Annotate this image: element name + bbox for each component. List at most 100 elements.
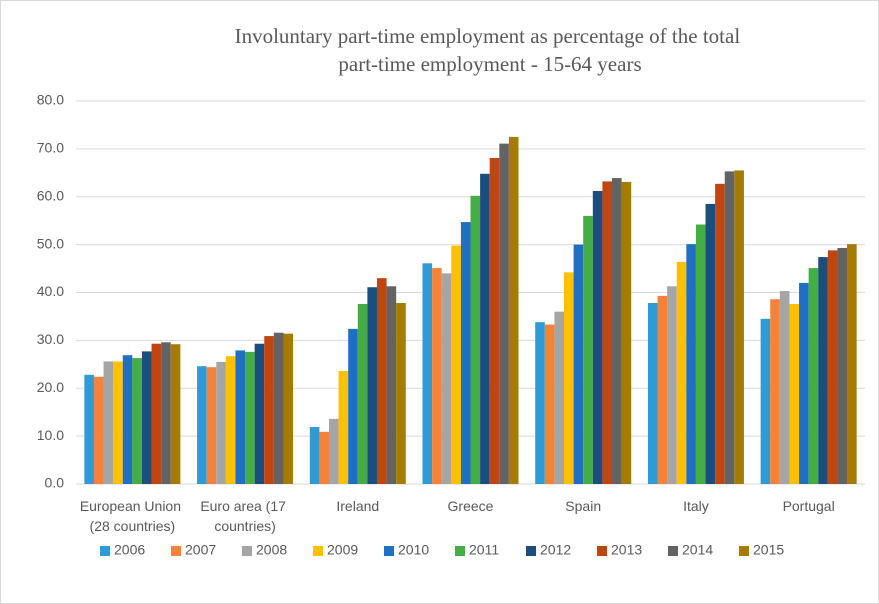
bar [724,171,735,484]
bar [827,250,838,484]
bar [573,244,584,484]
bar [760,318,771,484]
bar [667,286,677,484]
bar [376,278,387,484]
bar [686,244,696,484]
legend-label: 2013 [611,542,642,558]
bar [647,303,658,484]
bar [93,376,104,484]
bar [705,203,716,484]
legend-label: 2010 [398,542,429,558]
bar [695,224,706,484]
bar [544,324,555,484]
bar [470,195,481,485]
x-tick-label: European Union (28 countries) [80,498,185,534]
x-tick-label: Greece [448,498,494,514]
bar [84,374,94,484]
legend-label: 2006 [114,542,145,558]
x-tick-label: Euro area (17 countries) [200,498,290,534]
bar [770,299,780,484]
bar [122,355,133,484]
bar [225,356,236,484]
bar [273,332,284,484]
bar [535,322,545,484]
bar [432,268,442,484]
legend-label: 2009 [327,542,358,558]
bar [386,286,397,484]
bar [657,295,668,484]
legend-swatch [455,546,465,556]
bar [818,257,828,484]
legend-swatch [313,546,323,556]
bar [602,181,613,484]
bar [489,157,500,484]
bar [554,311,565,484]
y-tick-label: 40.0 [37,283,64,299]
legend-swatch [384,546,394,556]
bar [206,367,217,484]
x-tick-label: Portugal [783,498,835,514]
legend-label: 2014 [682,542,713,558]
bar [779,291,790,484]
legend-swatch [242,546,252,556]
y-tick-label: 50.0 [37,235,64,251]
legend-swatch [597,546,607,556]
bar [283,333,294,484]
y-tick-label: 30.0 [37,331,64,347]
bar [328,418,339,484]
bar [441,273,452,484]
x-tick-label: Spain [565,498,601,514]
bar [799,282,809,484]
bar [235,350,246,484]
legend-swatch [100,546,110,556]
bar [197,366,207,484]
y-tick-label: 0.0 [45,475,65,491]
legend-swatch [526,546,536,556]
bar [612,178,622,485]
y-tick-label: 70.0 [37,140,64,156]
bar [245,351,255,484]
bar [151,343,162,484]
chart-title: Involuntary part-time employment as perc… [235,24,746,76]
legend-label: 2007 [185,542,216,558]
bar [499,143,509,484]
bar [480,173,490,484]
y-tick-label: 80.0 [37,92,64,108]
x-tick-label: Ireland [336,498,379,514]
bar [141,351,152,484]
legend-label: 2012 [540,542,571,558]
bar [564,272,574,484]
bar [808,268,819,484]
bar [460,222,471,484]
bar [847,244,857,484]
bar [422,263,433,484]
bar [348,328,358,484]
y-tick-label: 10.0 [37,427,64,443]
bar [734,170,744,484]
legend-label: 2015 [753,542,784,558]
bar [103,361,114,484]
bar [583,215,593,484]
bar [338,371,349,484]
bar [396,303,406,484]
legend-label: 2011 [469,542,499,558]
bar [621,181,632,484]
bar [319,431,329,484]
bar [309,427,320,484]
bar [837,247,848,484]
bar [113,361,123,484]
bar [367,287,377,484]
bar [161,342,171,484]
bar [676,261,687,484]
bar [254,343,265,484]
y-tick-label: 20.0 [37,379,64,395]
bar [508,136,519,484]
bar [715,183,725,485]
bar [170,344,181,484]
bar [451,245,461,484]
bar [357,303,368,484]
legend-label: 2008 [256,542,287,558]
x-tick-label: Italy [683,498,709,514]
legend-swatch [739,546,749,556]
